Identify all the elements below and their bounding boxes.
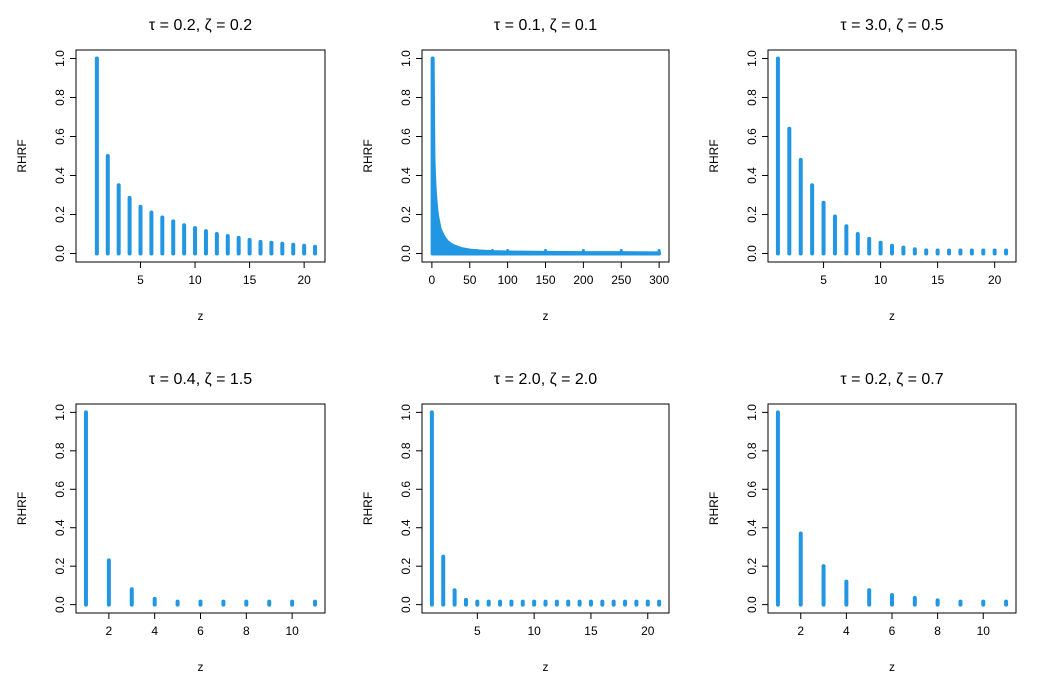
panel-2-ylabel: RHRF <box>361 139 375 172</box>
panel-5-ytick-label-2: 0.2 <box>399 558 413 575</box>
panel-4-ylabel: RHRF <box>15 492 29 525</box>
panel-6-xtick-label-3: 6 <box>889 624 896 638</box>
panel-3-title: τ = 3.0, ζ = 0.5 <box>840 17 943 34</box>
panel-6-frame <box>767 403 1017 614</box>
panel-3-ytick-label-3: 0.4 <box>745 167 759 184</box>
panel-4-xtick-label-4: 8 <box>243 624 250 638</box>
panel-3-ytick-label-6: 1.0 <box>745 50 759 67</box>
panel-2-xtick-label-1: 0 <box>429 273 436 287</box>
panel-4-xtick-label-3: 6 <box>197 624 204 638</box>
panel-1-ytick-label-2: 0.2 <box>53 206 67 223</box>
panel-6-title: τ = 0.2, ζ = 0.7 <box>840 371 943 388</box>
panel-1-ylabel: RHRF <box>15 139 29 172</box>
panel-3-xtick-label-1: 5 <box>820 273 827 287</box>
panel-5-xtick-label-3: 15 <box>584 624 598 638</box>
panel-4-ytick-label-5: 0.8 <box>53 442 67 459</box>
panel-1-ytick-label-4: 0.6 <box>53 128 67 145</box>
panel-3-xtick-label-4: 20 <box>988 273 1002 287</box>
panel-6-ytick-label-6: 1.0 <box>745 404 759 421</box>
panel-3-ytick-label-4: 0.6 <box>745 128 759 145</box>
panel-5-ytick-label-6: 1.0 <box>399 404 413 421</box>
panel-6-xtick-label-2: 4 <box>843 624 850 638</box>
panel-5-xlabel: z <box>543 660 549 674</box>
panel-6-ytick-label-3: 0.4 <box>745 519 759 536</box>
panel-3-ytick-label-5: 0.8 <box>745 89 759 106</box>
panel-1-ytick-label-3: 0.4 <box>53 167 67 184</box>
panel-5-ytick-label-4: 0.6 <box>399 481 413 498</box>
panel-6-ytick-label-5: 0.8 <box>745 442 759 459</box>
panel-3-xlabel: z <box>889 309 895 323</box>
panel-1-xtick-label-1: 5 <box>137 273 144 287</box>
panel-1-xtick-label-3: 15 <box>243 273 257 287</box>
panel-3-ytick-label-2: 0.2 <box>745 206 759 223</box>
panel-2-xtick-label-2: 50 <box>463 273 477 287</box>
panel-6-ytick-label-1: 0.0 <box>745 596 759 613</box>
panel-2-ytick-label-6: 1.0 <box>399 50 413 67</box>
panel-4-xlabel: z <box>198 660 204 674</box>
panel-3-xtick-label-2: 10 <box>874 273 888 287</box>
panel-2-ytick-label-1: 0.0 <box>399 245 413 262</box>
panel-6-ylabel: RHRF <box>707 492 721 525</box>
panel-6-ytick-label-4: 0.6 <box>745 481 759 498</box>
panel-5-ylabel: RHRF <box>361 492 375 525</box>
panel-5-xtick-label-2: 10 <box>527 624 541 638</box>
panel-6-xtick-label-1: 2 <box>797 624 804 638</box>
panel-5-title: τ = 2.0, ζ = 2.0 <box>494 371 597 388</box>
panel-6-xtick-label-4: 8 <box>934 624 941 638</box>
panel-2-ytick-label-3: 0.4 <box>399 167 413 184</box>
panel-4-ytick-label-3: 0.4 <box>53 519 67 536</box>
panel-5-ytick-label-3: 0.4 <box>399 519 413 536</box>
panel-2-xtick-label-5: 200 <box>573 273 593 287</box>
panel-5-xtick-label-4: 20 <box>641 624 655 638</box>
panel-2-ytick-label-2: 0.2 <box>399 206 413 223</box>
panel-6-ytick-label-2: 0.2 <box>745 558 759 575</box>
panel-1-ytick-label-1: 0.0 <box>53 245 67 262</box>
panel-2-xtick-label-3: 100 <box>498 273 518 287</box>
panel-6-xlabel: z <box>889 660 895 674</box>
panel-1-frame <box>75 49 326 263</box>
panel-1-xlabel: z <box>198 309 204 323</box>
panel-4-xtick-label-2: 4 <box>151 624 158 638</box>
panel-4-ytick-label-4: 0.6 <box>53 481 67 498</box>
panel-3-frame <box>767 49 1017 263</box>
panel-1-title: τ = 0.2, ζ = 0.2 <box>149 17 252 34</box>
panel-1-xtick-label-4: 20 <box>297 273 311 287</box>
panel-4-frame <box>75 403 326 614</box>
panel-2-ytick-label-5: 0.8 <box>399 89 413 106</box>
panel-2-ytick-label-4: 0.6 <box>399 128 413 145</box>
panel-3-ylabel: RHRF <box>707 139 721 172</box>
panel-5-xtick-label-1: 5 <box>474 624 481 638</box>
panel-5-ytick-label-1: 0.0 <box>399 596 413 613</box>
panel-2-xlabel: z <box>543 309 549 323</box>
panel-2-title: τ = 0.1, ζ = 0.1 <box>494 17 597 34</box>
panel-1-ytick-label-6: 1.0 <box>53 50 67 67</box>
panel-2-bar-area <box>430 56 662 256</box>
panel-4-title: τ = 0.4, ζ = 1.5 <box>149 371 252 388</box>
panel-2-xtick-label-4: 150 <box>535 273 555 287</box>
panel-5-ytick-label-5: 0.8 <box>399 442 413 459</box>
panel-4-xtick-label-1: 2 <box>106 624 113 638</box>
panel-1-ytick-label-5: 0.8 <box>53 89 67 106</box>
panel-2-frame <box>421 49 670 263</box>
panel-5-frame <box>421 403 670 614</box>
panel-4-ytick-label-6: 1.0 <box>53 404 67 421</box>
panel-2-xtick-label-6: 250 <box>611 273 631 287</box>
panel-6-xtick-label-5: 10 <box>977 624 991 638</box>
panel-4-ytick-label-1: 0.0 <box>53 596 67 613</box>
panel-4-xtick-label-5: 10 <box>285 624 299 638</box>
panel-4-ytick-label-2: 0.2 <box>53 558 67 575</box>
panel-3-xtick-label-3: 15 <box>931 273 945 287</box>
panel-2-xtick-label-7: 300 <box>649 273 669 287</box>
panel-3-ytick-label-1: 0.0 <box>745 245 759 262</box>
panel-1-xtick-label-2: 10 <box>188 273 202 287</box>
